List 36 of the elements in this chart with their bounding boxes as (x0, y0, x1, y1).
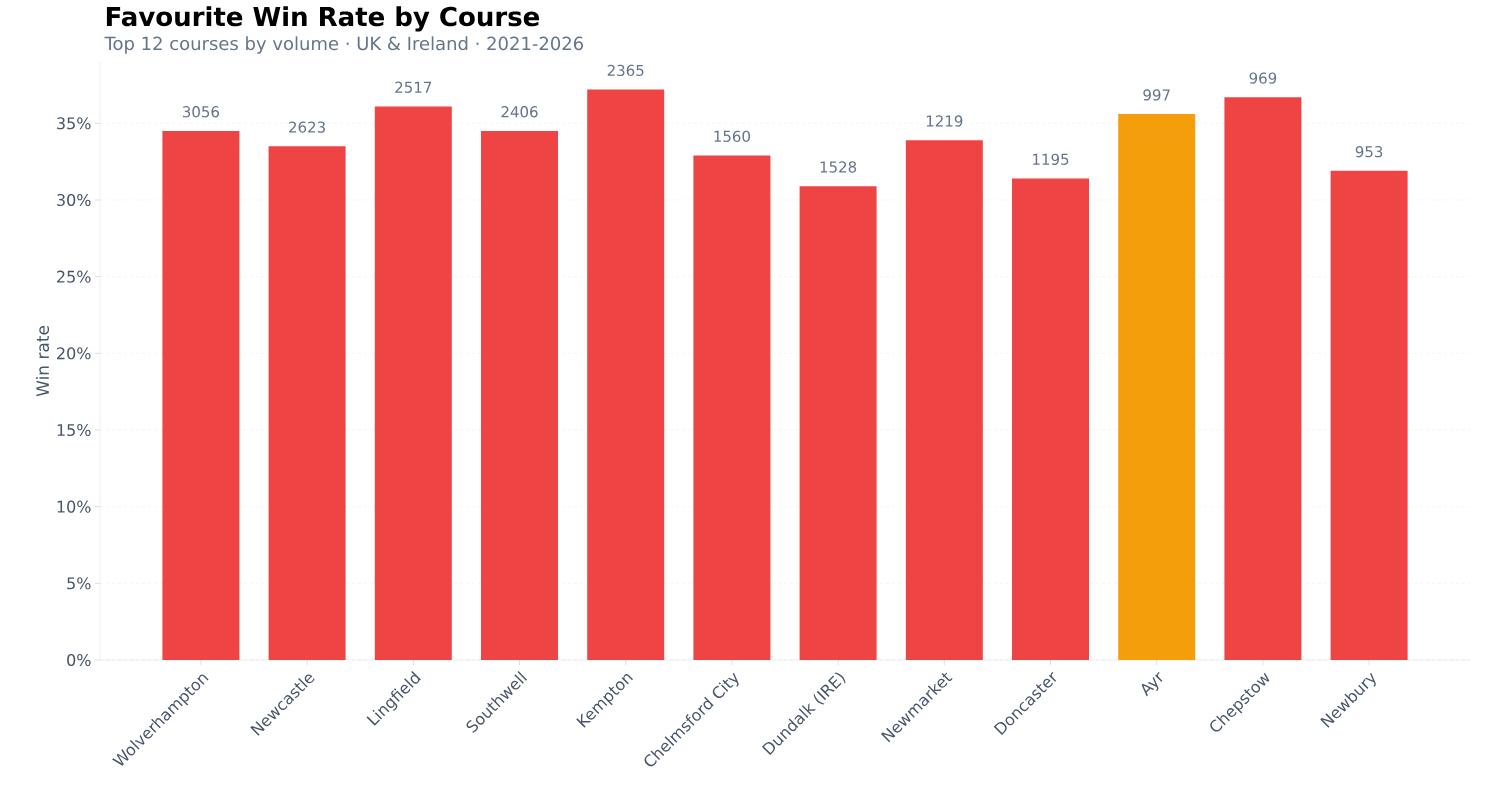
bar (162, 130, 240, 660)
annotation: 2623 (289, 121, 325, 133)
chart-subtitle: Top 12 courses by volume · UK & Ireland · 2021-2026 (104, 36, 584, 54)
bar (1012, 178, 1090, 660)
bar (587, 89, 665, 660)
y-tick-label: 35% (57, 117, 91, 130)
y-tick-label: 0% (67, 653, 91, 667)
y-tick-label: 15% (57, 423, 91, 437)
bar (799, 186, 877, 660)
annotation: 2517 (395, 81, 432, 93)
y-tick-label: 25% (57, 270, 91, 283)
annotation: 1528 (820, 161, 857, 173)
bar (268, 146, 346, 660)
y-tick-label: 5% (67, 577, 91, 590)
annotation: 1195 (1033, 153, 1069, 165)
annotation: 997 (1143, 89, 1170, 101)
bar (1330, 170, 1408, 660)
y-axis-title: Win rate (35, 325, 50, 397)
bar (693, 155, 771, 660)
x-tick-label: Ayr (1141, 671, 1163, 697)
bar (481, 130, 558, 660)
chart-title: Favourite Win Rate by Course (106, 6, 540, 32)
annotation: 2406 (501, 106, 538, 118)
bar (374, 106, 452, 660)
annotation: 1560 (714, 130, 750, 142)
y-tick-label: 30% (57, 193, 91, 207)
annotation: 953 (1355, 145, 1383, 158)
annotation: 1219 (926, 115, 963, 127)
bar (1118, 114, 1196, 660)
annotation: 2365 (607, 64, 644, 77)
bar (905, 140, 983, 660)
y-tick-label: 20% (57, 347, 91, 360)
y-tick-label: 10% (57, 500, 91, 513)
annotation: 3056 (182, 106, 220, 118)
bar (1224, 97, 1302, 660)
annotation: 969 (1249, 72, 1277, 84)
